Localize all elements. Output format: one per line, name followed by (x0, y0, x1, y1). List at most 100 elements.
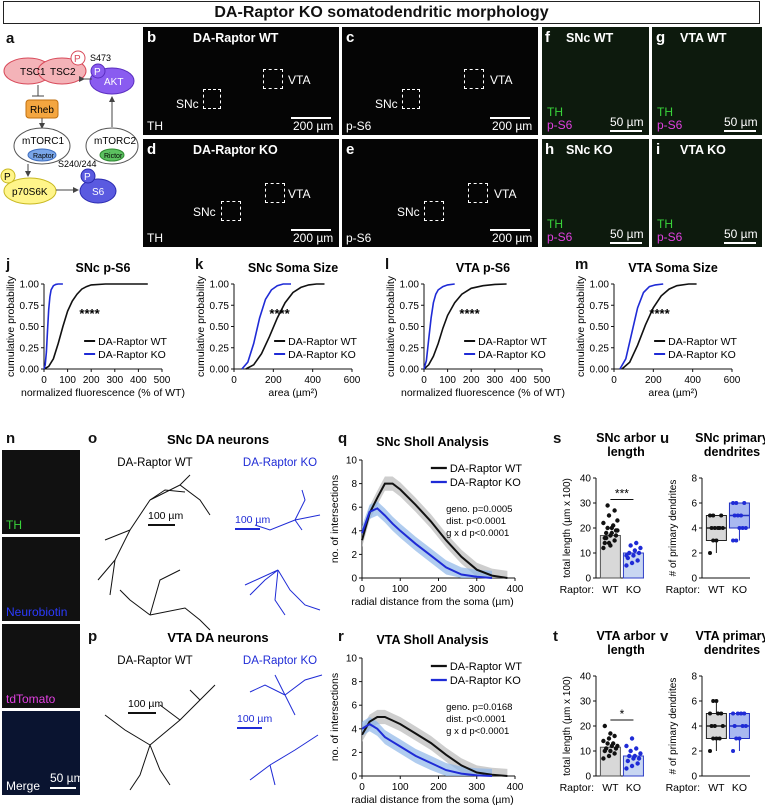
data-point (606, 513, 612, 518)
x-axis-label: normalized fluorescence (% of WT) (401, 387, 565, 399)
y-tick-label: 0.25 (210, 343, 230, 354)
data-point (636, 550, 642, 556)
panel-label-m: m (575, 256, 589, 273)
data-point (739, 513, 744, 518)
x-tick-label: 600 (344, 375, 361, 386)
data-point (716, 526, 720, 530)
svg-text:DA-Raptor KO: DA-Raptor KO (243, 655, 317, 667)
data-point (634, 540, 639, 546)
panel-label-u: u (660, 430, 670, 447)
x-category-label: WT (602, 584, 619, 596)
panel-label-c: c (346, 29, 355, 46)
y-tick-label: 20 (580, 524, 592, 535)
data-point (711, 513, 716, 518)
y-tick-label: 6 (691, 499, 697, 510)
panel-label-k: k (195, 256, 204, 273)
legend-label: DA-Raptor KO (668, 349, 736, 361)
data-point (605, 525, 610, 531)
data-point (608, 543, 613, 548)
y-tick-label: 4 (691, 524, 697, 535)
svg-text:P: P (84, 172, 91, 183)
svg-text:SNc DA neurons: SNc DA neurons (167, 432, 269, 447)
x-tick-label: 200 (430, 782, 447, 793)
y-tick-label: 0.00 (20, 365, 40, 376)
series-line-ko (241, 283, 291, 370)
chart-title-line2: dendrites (704, 445, 760, 459)
y-axis-label: # of primary dendrites (668, 678, 679, 775)
x-tick-label: 400 (684, 375, 701, 386)
significance-stars: **** (459, 306, 480, 321)
x-category-label: WT (602, 782, 619, 794)
data-point (743, 526, 748, 530)
y-tick-label: 0.00 (400, 365, 420, 376)
y-tick-label: 0.75 (20, 301, 40, 312)
x-category-label: WT (708, 584, 725, 596)
data-point (734, 736, 739, 741)
phospho-icon (80, 168, 96, 184)
data-point (629, 560, 635, 566)
data-point (717, 736, 722, 741)
x-tick-label: 0 (611, 375, 617, 386)
micrograph-e: SNc VTA p-S6 200 µm (342, 139, 538, 247)
y-axis-label: cumulative probability (195, 275, 207, 377)
data-point (711, 736, 716, 741)
data-point (712, 526, 717, 530)
chart-title-line1: SNc primary (695, 431, 765, 445)
chart-l: VTA p-S6 0.00 0.25 0.50 0.75 1.00 0 100 200 300 40… (385, 261, 565, 399)
y-tick-label: 10 (346, 654, 358, 665)
chart-title: SNc Soma Size (248, 261, 338, 275)
x-tick-label: 300 (486, 375, 503, 386)
x-tick-label: 0 (359, 584, 365, 595)
panel-label-o: o (88, 430, 98, 447)
legend-label: DA-Raptor KO (478, 349, 546, 361)
data-point (737, 526, 742, 530)
data-point (634, 746, 639, 751)
legend-label: DA-Raptor WT (98, 336, 167, 348)
data-point (629, 736, 635, 741)
p70s6k-node (3, 177, 57, 205)
legend-label: DA-Raptor WT (450, 463, 522, 475)
micrograph-b: DA-Raptor WT SNc VTA TH 200 µm (143, 27, 339, 135)
y-tick-label: 20 (580, 722, 592, 733)
series-line-ko (43, 283, 63, 370)
svg-text:P: P (94, 67, 101, 78)
data-point (714, 538, 719, 543)
phospho-icon (70, 50, 86, 66)
tsc2-node (37, 57, 87, 85)
chart-m: VTA Soma Size 0.00 0.25 0.50 0.75 1.00 0 200 400… (575, 261, 741, 399)
chart-title-line2: dendrites (704, 643, 760, 657)
x-tick-label: 0 (421, 375, 427, 386)
data-point (601, 756, 606, 761)
data-point (605, 741, 610, 746)
x-tick-label: 300 (468, 584, 485, 595)
data-point (602, 723, 607, 729)
y-tick-label: 0.00 (210, 365, 230, 376)
x-tick-label: 500 (534, 375, 551, 386)
y-tick-label: 8 (691, 474, 697, 485)
data-point (611, 741, 616, 746)
data-point (709, 526, 714, 530)
x-tick-label: 200 (83, 375, 100, 386)
data-point (735, 513, 740, 518)
micrograph-d: DA-Raptor KO SNc VTA TH 200 µm (143, 139, 339, 247)
y-tick-label: 0.25 (590, 343, 610, 354)
svg-text:S240/244: S240/244 (58, 159, 97, 169)
data-point (624, 563, 629, 568)
legend-label: DA-Raptor WT (478, 336, 547, 348)
y-tick-label: 0.50 (20, 322, 40, 333)
y-tick-label: 40 (580, 474, 592, 485)
series-line-wt (361, 716, 508, 777)
data-point (709, 724, 714, 728)
y-tick-label: 0 (351, 772, 357, 783)
data-point (613, 528, 619, 533)
legend-label: DA-Raptor WT (288, 336, 357, 348)
chart-title-line1: VTA primary (696, 629, 765, 643)
data-point (739, 711, 744, 716)
micrograph-c: SNc VTA p-S6 200 µm (342, 27, 538, 135)
stat-text: geno. p=0.0005 (446, 504, 512, 515)
panel-label-e: e (346, 141, 355, 158)
s6-node (79, 178, 117, 204)
data-point (708, 513, 712, 518)
